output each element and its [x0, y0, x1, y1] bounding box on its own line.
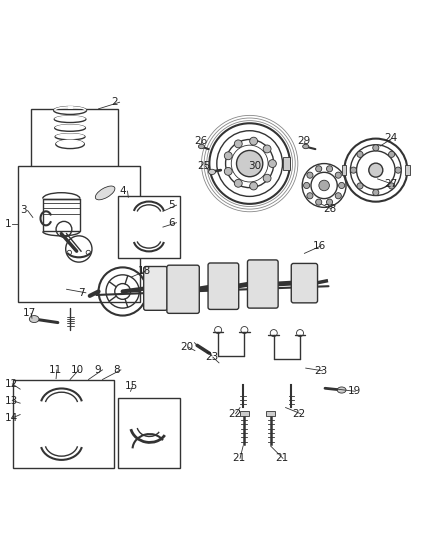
Text: 18: 18: [138, 266, 151, 276]
Bar: [18, 166, 140, 302]
Circle shape: [237, 150, 263, 177]
Circle shape: [250, 182, 258, 190]
FancyBboxPatch shape: [144, 266, 167, 310]
Text: 17: 17: [23, 309, 36, 318]
Circle shape: [234, 179, 242, 187]
Text: 3: 3: [20, 205, 26, 215]
Circle shape: [373, 189, 379, 196]
Ellipse shape: [29, 316, 39, 322]
Text: 5: 5: [169, 200, 175, 210]
Text: 26: 26: [194, 136, 207, 146]
Text: 13: 13: [4, 395, 18, 406]
Circle shape: [389, 183, 395, 189]
Circle shape: [335, 193, 341, 199]
Text: 25: 25: [197, 161, 210, 171]
Text: 11: 11: [49, 365, 62, 375]
Bar: [240, 411, 249, 416]
Circle shape: [326, 166, 332, 172]
Text: 19: 19: [347, 386, 360, 397]
FancyBboxPatch shape: [247, 260, 278, 308]
Text: 14: 14: [4, 413, 18, 423]
Circle shape: [339, 182, 345, 189]
Text: 21: 21: [232, 454, 245, 463]
Text: 7: 7: [78, 288, 85, 298]
Ellipse shape: [303, 144, 309, 149]
Text: 30: 30: [248, 161, 261, 171]
Text: 22: 22: [228, 409, 241, 418]
Circle shape: [395, 167, 401, 173]
Text: 27: 27: [385, 179, 398, 189]
Circle shape: [389, 151, 395, 157]
Text: 16: 16: [313, 241, 326, 251]
Text: 4: 4: [120, 186, 126, 196]
Circle shape: [250, 137, 258, 145]
Ellipse shape: [198, 144, 205, 149]
FancyBboxPatch shape: [208, 263, 239, 310]
FancyBboxPatch shape: [167, 265, 199, 313]
Bar: [118, 197, 180, 258]
Text: 9: 9: [95, 365, 101, 375]
Bar: [266, 411, 275, 416]
Circle shape: [307, 172, 313, 178]
Circle shape: [316, 166, 322, 172]
Ellipse shape: [95, 186, 115, 200]
Circle shape: [335, 172, 341, 178]
Circle shape: [373, 145, 379, 151]
Text: 8: 8: [113, 365, 120, 375]
Text: 2: 2: [112, 97, 118, 107]
Circle shape: [263, 174, 271, 182]
Circle shape: [263, 145, 271, 153]
Text: 29: 29: [297, 136, 310, 146]
Ellipse shape: [208, 169, 215, 174]
Bar: [31, 109, 118, 170]
Circle shape: [319, 180, 329, 191]
Circle shape: [224, 167, 232, 175]
Text: 24: 24: [385, 133, 398, 143]
Bar: [42, 199, 80, 231]
Circle shape: [268, 159, 276, 167]
Text: 10: 10: [71, 365, 84, 375]
Bar: [342, 165, 346, 175]
Circle shape: [224, 152, 232, 160]
Text: 22: 22: [293, 409, 306, 418]
Text: 23: 23: [205, 352, 218, 362]
Text: 21: 21: [275, 454, 288, 463]
Text: 15: 15: [125, 381, 138, 391]
Text: 6: 6: [169, 217, 175, 228]
Bar: [405, 165, 410, 175]
Bar: [283, 157, 290, 170]
Text: 1: 1: [4, 219, 11, 229]
Circle shape: [304, 182, 310, 189]
Circle shape: [357, 183, 363, 189]
Circle shape: [316, 199, 322, 205]
Text: 20: 20: [180, 342, 194, 352]
Circle shape: [369, 163, 383, 177]
Text: 12: 12: [4, 379, 18, 389]
Circle shape: [234, 140, 242, 148]
Bar: [118, 398, 180, 468]
Circle shape: [350, 167, 357, 173]
Ellipse shape: [337, 387, 346, 393]
FancyBboxPatch shape: [291, 263, 318, 303]
Circle shape: [357, 151, 363, 157]
Text: 23: 23: [314, 366, 328, 376]
Circle shape: [307, 193, 313, 199]
Bar: [13, 381, 114, 468]
Text: 28: 28: [323, 204, 336, 214]
Circle shape: [326, 199, 332, 205]
